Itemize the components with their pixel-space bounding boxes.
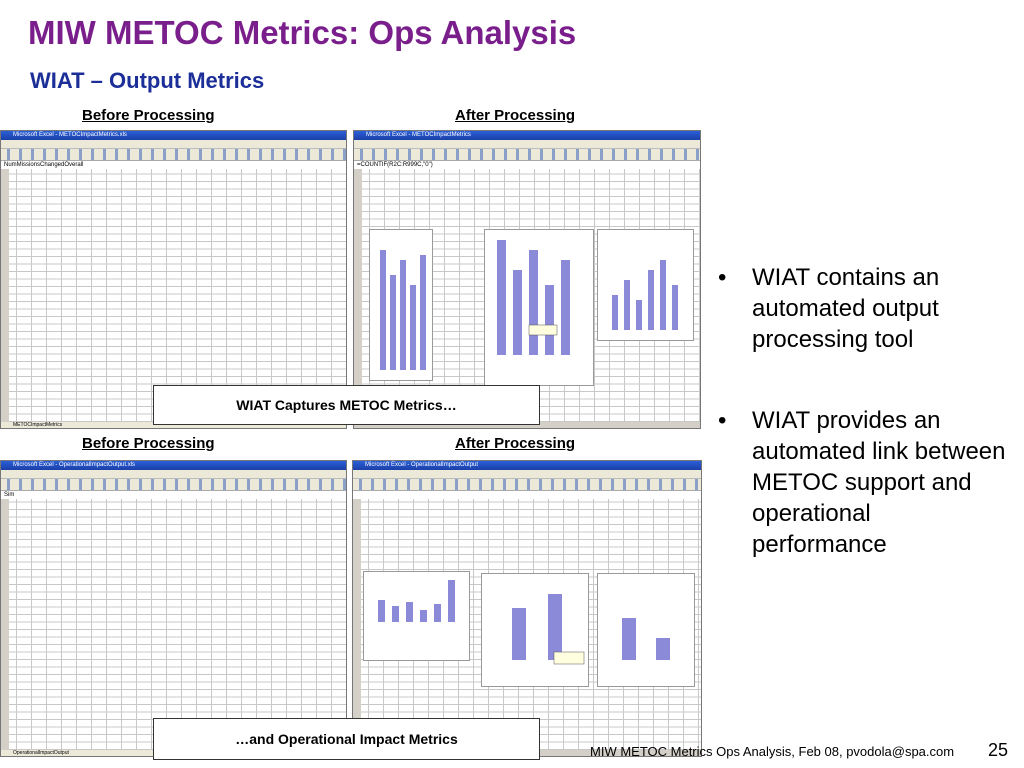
embedded-chart-6 bbox=[597, 573, 695, 687]
bullet-symbol: • bbox=[718, 264, 727, 291]
chart-3-graphic bbox=[612, 260, 678, 330]
toolbar bbox=[354, 149, 700, 161]
embedded-chart-3 bbox=[597, 229, 694, 341]
bullet-list: • WIAT contains an automated output proc… bbox=[718, 262, 1008, 560]
spreadsheet-grid bbox=[1, 169, 346, 422]
bullet-text: WIAT provides an automated link between … bbox=[752, 407, 1006, 558]
window-title: Microsoft Excel - METOCImpactMetrics.xls bbox=[1, 131, 346, 140]
menu-bar bbox=[354, 140, 700, 149]
bullet-symbol: • bbox=[718, 407, 727, 434]
window-title: Microsoft Excel - OperationalImpactOutpu… bbox=[353, 461, 701, 470]
chart-5-graphic bbox=[512, 594, 585, 665]
excel-screenshot-before-bottom: Microsoft Excel - OperationalImpactOutpu… bbox=[0, 460, 347, 757]
excel-screenshot-after-bottom: Microsoft Excel - OperationalImpactOutpu… bbox=[352, 460, 702, 757]
window-title: Microsoft Excel - METOCImpactMetrics bbox=[354, 131, 700, 140]
chart-6-graphic bbox=[622, 618, 670, 660]
menu-bar bbox=[353, 470, 701, 479]
before-processing-label-top: Before Processing bbox=[82, 107, 215, 124]
menu-bar bbox=[1, 140, 346, 149]
bullet-item: • WIAT contains an automated output proc… bbox=[718, 262, 1008, 355]
embedded-chart-4 bbox=[363, 571, 470, 661]
page-title: MIW METOC Metrics: Ops Analysis bbox=[28, 14, 577, 51]
embedded-chart-5 bbox=[481, 573, 589, 687]
chart-4-graphic bbox=[378, 580, 455, 622]
window-title: Microsoft Excel - OperationalImpactOutpu… bbox=[1, 461, 346, 470]
embedded-chart-2 bbox=[484, 229, 594, 386]
page-subtitle: WIAT – Output Metrics bbox=[30, 68, 265, 93]
excel-screenshot-before-top: Microsoft Excel - METOCImpactMetrics.xls… bbox=[0, 130, 347, 429]
toolbar bbox=[1, 149, 346, 161]
after-processing-label-bottom: After Processing bbox=[455, 435, 576, 452]
sheet-tab: METOCImpactMetrics bbox=[1, 422, 346, 428]
chart-1-graphic bbox=[380, 250, 426, 370]
embedded-chart-1 bbox=[369, 229, 433, 381]
metoc-metrics-callout: WIAT Captures METOC Metrics… bbox=[153, 385, 540, 425]
chart-2-graphic bbox=[497, 240, 570, 355]
menu-bar bbox=[1, 470, 346, 479]
bullet-item: • WIAT provides an automated link betwee… bbox=[718, 405, 1008, 560]
toolbar bbox=[353, 479, 701, 491]
excel-screenshot-after-top: Microsoft Excel - METOCImpactMetrics =CO… bbox=[353, 130, 701, 429]
footer-text: MIW METOC Metrics Ops Analysis, Feb 08, … bbox=[590, 744, 955, 759]
operational-impact-callout: …and Operational Impact Metrics bbox=[153, 718, 540, 760]
page-number: 25 bbox=[988, 740, 1009, 760]
after-processing-label-top: After Processing bbox=[455, 107, 576, 124]
toolbar bbox=[1, 479, 346, 491]
before-processing-label-bottom: Before Processing bbox=[82, 435, 215, 452]
bullet-text: WIAT contains an automated output proces… bbox=[752, 264, 940, 353]
spreadsheet-grid bbox=[1, 499, 346, 750]
